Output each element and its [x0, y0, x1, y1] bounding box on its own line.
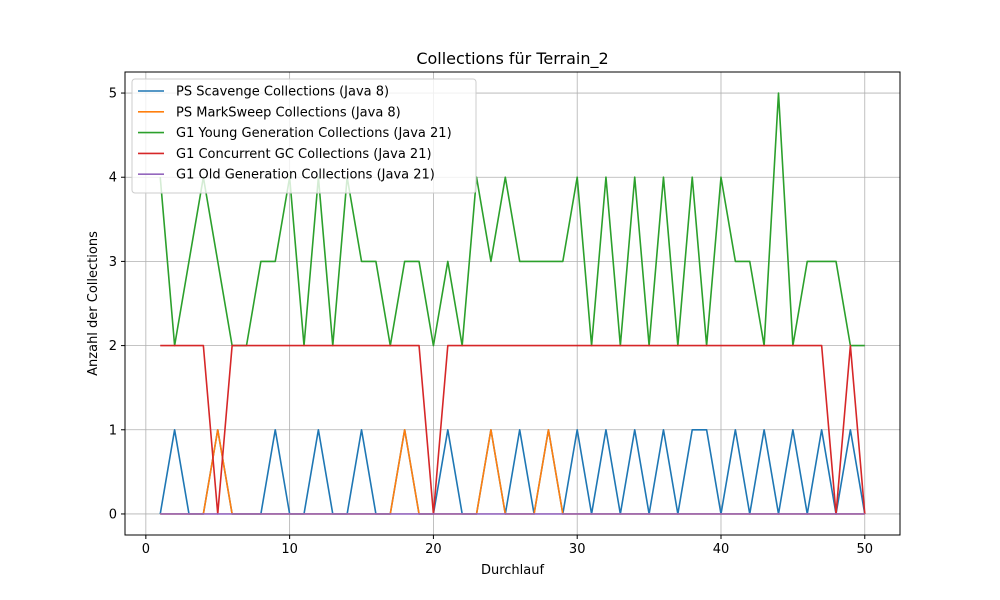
legend-label: PS Scavenge Collections (Java 8) [176, 85, 389, 100]
legend-box [131, 78, 477, 194]
x-tick-label: 50 [856, 542, 873, 557]
y-tick-label: 1 [109, 423, 117, 438]
legend-label: G1 Old Generation Collections (Java 21) [176, 168, 435, 183]
x-tick-label: 40 [713, 542, 730, 557]
y-axis-label: Anzahl der Collections [86, 231, 101, 376]
legend: PS Scavenge Collections (Java 8) PS MarkS… [131, 78, 477, 194]
y-tick-label: 0 [109, 507, 117, 522]
y-tick-label: 4 [109, 171, 117, 186]
series-line-1 [159, 428, 866, 515]
legend-label: PS MarkSweep Collections (Java 8) [176, 105, 401, 120]
series-line-3 [159, 92, 865, 347]
series-layer [159, 92, 866, 515]
x-tick-label: 0 [142, 542, 150, 557]
x-tick-label: 10 [281, 542, 298, 557]
x-tick-label: 30 [569, 542, 586, 557]
plot-frame [124, 71, 901, 536]
x-axis-label: Durchlauf [481, 563, 545, 578]
legend-label: G1 Concurrent GC Collections (Java 21) [176, 147, 432, 162]
x-tick-label: 20 [425, 542, 442, 557]
series-line-4 [160, 344, 866, 515]
chart-title: Collections für Terrain_2 [416, 49, 608, 69]
y-tick-label: 3 [109, 255, 117, 270]
legend-label: G1 Young Generation Collections (Java 21… [176, 126, 452, 141]
axis-ticks: 0 10 20 30 40 50 0 1 2 3 4 5 [109, 87, 873, 557]
y-tick-label: 5 [109, 87, 117, 102]
y-tick-label: 2 [109, 339, 117, 354]
